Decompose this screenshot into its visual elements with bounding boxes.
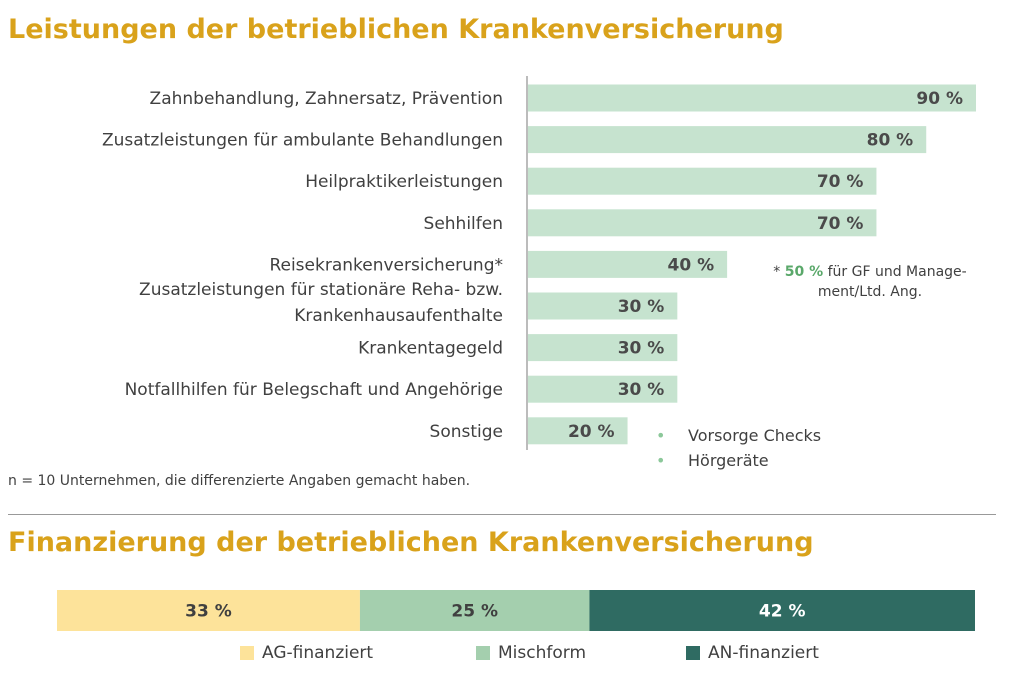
bar	[528, 417, 628, 445]
legend-item-an: AN-finanziert	[686, 643, 819, 663]
segment-value-label: 33 %	[185, 602, 232, 622]
bar-value-label: 30 %	[618, 380, 665, 400]
category-label: Notfallhilfen für Belegschaft und Angehö…	[125, 380, 503, 400]
benefits-bar-chart: 90 % Zahnbehandlung, Zahnersatz, Präventi…	[102, 76, 976, 450]
chart-title-benefits: Leistungen der betrieblichen Krankenvers…	[8, 14, 784, 45]
stacked-segment	[359, 590, 590, 631]
bar-value-label: 20 %	[568, 422, 615, 442]
asterisk-note-text: für GF und Manage-ment/Ltd. Ang.	[817, 264, 967, 300]
legend-item-ag: AG-finanziert	[240, 643, 373, 663]
segment-value-label: 42 %	[759, 602, 806, 622]
section-divider	[8, 514, 996, 515]
asterisk-note-prefix: *	[773, 264, 785, 280]
sonstige-item: Vorsorge Checks	[656, 423, 821, 448]
legend-swatch-an	[686, 646, 700, 660]
category-label: Reisekrankenversicherung*	[269, 255, 503, 275]
category-label: Krankenhausaufenthalte	[294, 306, 503, 326]
category-label: Sehhilfen	[424, 214, 503, 234]
bar	[528, 375, 678, 403]
bar	[528, 292, 678, 320]
category-label: Zusatzleistungen für stationäre Reha- bz…	[139, 280, 503, 300]
asterisk-note: * 50 % für GF und Manage-ment/Ltd. Ang.	[745, 262, 995, 302]
segment-value-label: 25 %	[451, 602, 498, 622]
sonstige-item: Hörgeräte	[656, 448, 821, 473]
bar	[528, 250, 728, 278]
bar	[528, 126, 927, 154]
legend-label-an: AN-finanziert	[708, 643, 819, 663]
bar-value-label: 70 %	[817, 214, 864, 234]
category-label: Heilpraktikerleistungen	[305, 172, 503, 192]
bar	[528, 167, 877, 195]
legend-swatch-misch	[476, 646, 490, 660]
bar-value-label: 80 %	[867, 131, 914, 151]
bar	[528, 334, 678, 362]
bar-value-label: 90 %	[916, 89, 963, 109]
sonstige-list: Vorsorge Checks Hörgeräte	[656, 423, 821, 473]
legend-label-ag: AG-finanziert	[262, 643, 374, 663]
chart-title-financing: Finanzierung der betrieblichen Krankenve…	[8, 527, 814, 558]
bar	[528, 84, 976, 112]
category-label: Zahnbehandlung, Zahnersatz, Prävention	[150, 89, 503, 109]
legend-item-misch: Mischform	[476, 643, 586, 663]
bar-value-label: 40 %	[668, 255, 715, 275]
footnote: n = 10 Unternehmen, die differenzierte A…	[8, 473, 471, 489]
bar-value-label: 70 %	[817, 172, 864, 192]
stacked-segment	[57, 590, 360, 631]
bar-value-label: 30 %	[618, 297, 665, 317]
category-label: Krankentagegeld	[358, 339, 503, 359]
legend-label-misch: Mischform	[498, 643, 587, 663]
asterisk-note-highlight: 50 %	[784, 264, 824, 280]
bar	[528, 209, 877, 237]
category-label: Sonstige	[430, 422, 503, 442]
bar-value-label: 30 %	[618, 339, 665, 359]
stacked-segment	[589, 590, 975, 631]
category-label: Zusatzleistungen für ambulante Behandlun…	[102, 131, 503, 151]
legend-swatch-ag	[240, 646, 254, 660]
